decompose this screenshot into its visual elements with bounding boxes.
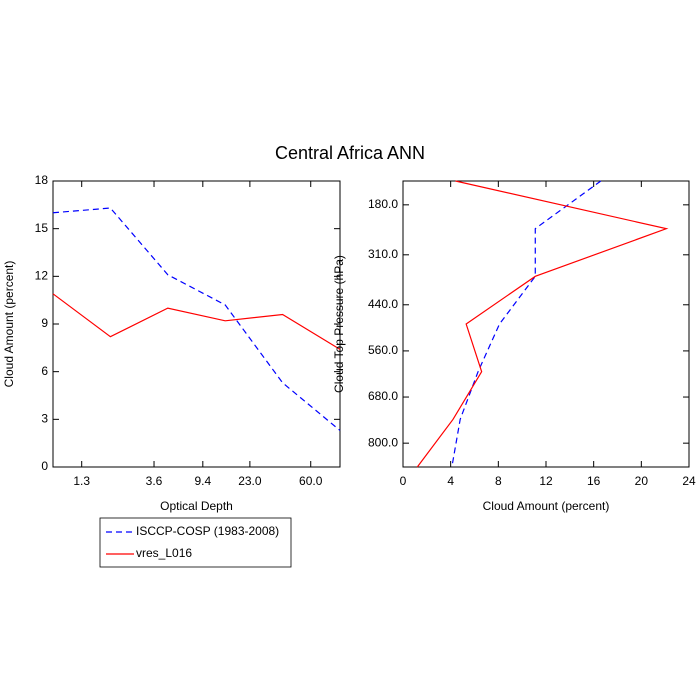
series-line <box>52 293 341 350</box>
series-line <box>416 180 669 468</box>
y-tick-label: 6 <box>41 364 48 378</box>
y-tick-label: 18 <box>35 173 49 187</box>
y-tick-label: 3 <box>41 412 48 426</box>
y-tick-label: 9 <box>41 316 48 330</box>
y-tick-label: 12 <box>35 269 49 283</box>
x-tick-label: 12 <box>539 474 553 488</box>
y-axis-label: Cloud Amount (percent) <box>2 261 16 388</box>
y-tick-label: 680.0 <box>368 389 398 403</box>
y-tick-label: 0 <box>41 459 48 473</box>
x-tick-label: 4 <box>447 474 454 488</box>
legend-label: ISCCP-COSP (1983-2008) <box>136 524 279 538</box>
series-line <box>52 207 341 431</box>
x-tick-label: 60.0 <box>299 474 323 488</box>
plot-frame <box>52 180 341 468</box>
x-tick-label: 24 <box>682 474 696 488</box>
y-tick-label: 440.0 <box>368 297 398 311</box>
chart-title: Central Africa ANN <box>275 143 425 163</box>
legend-box <box>99 517 292 568</box>
x-tick-label: 8 <box>495 474 502 488</box>
x-axis-label: Optical Depth <box>160 499 233 513</box>
x-tick-label: 16 <box>587 474 601 488</box>
y-tick-label: 180.0 <box>368 197 398 211</box>
y-tick-label: 15 <box>35 221 49 235</box>
x-tick-label: 23.0 <box>238 474 262 488</box>
x-tick-label: 1.3 <box>73 474 90 488</box>
x-tick-label: 3.6 <box>146 474 163 488</box>
y-tick-label: 310.0 <box>368 247 398 261</box>
x-axis-label: Cloud Amount (percent) <box>483 499 610 513</box>
y-tick-label: 560.0 <box>368 343 398 357</box>
legend-label: vres_L016 <box>136 546 192 560</box>
series-line <box>451 180 602 468</box>
x-tick-label: 20 <box>635 474 649 488</box>
x-tick-label: 0 <box>400 474 407 488</box>
y-axis-label: Cloud Top Pressure (hPa) <box>332 255 346 393</box>
y-tick-label: 800.0 <box>368 435 398 449</box>
x-tick-label: 9.4 <box>194 474 211 488</box>
